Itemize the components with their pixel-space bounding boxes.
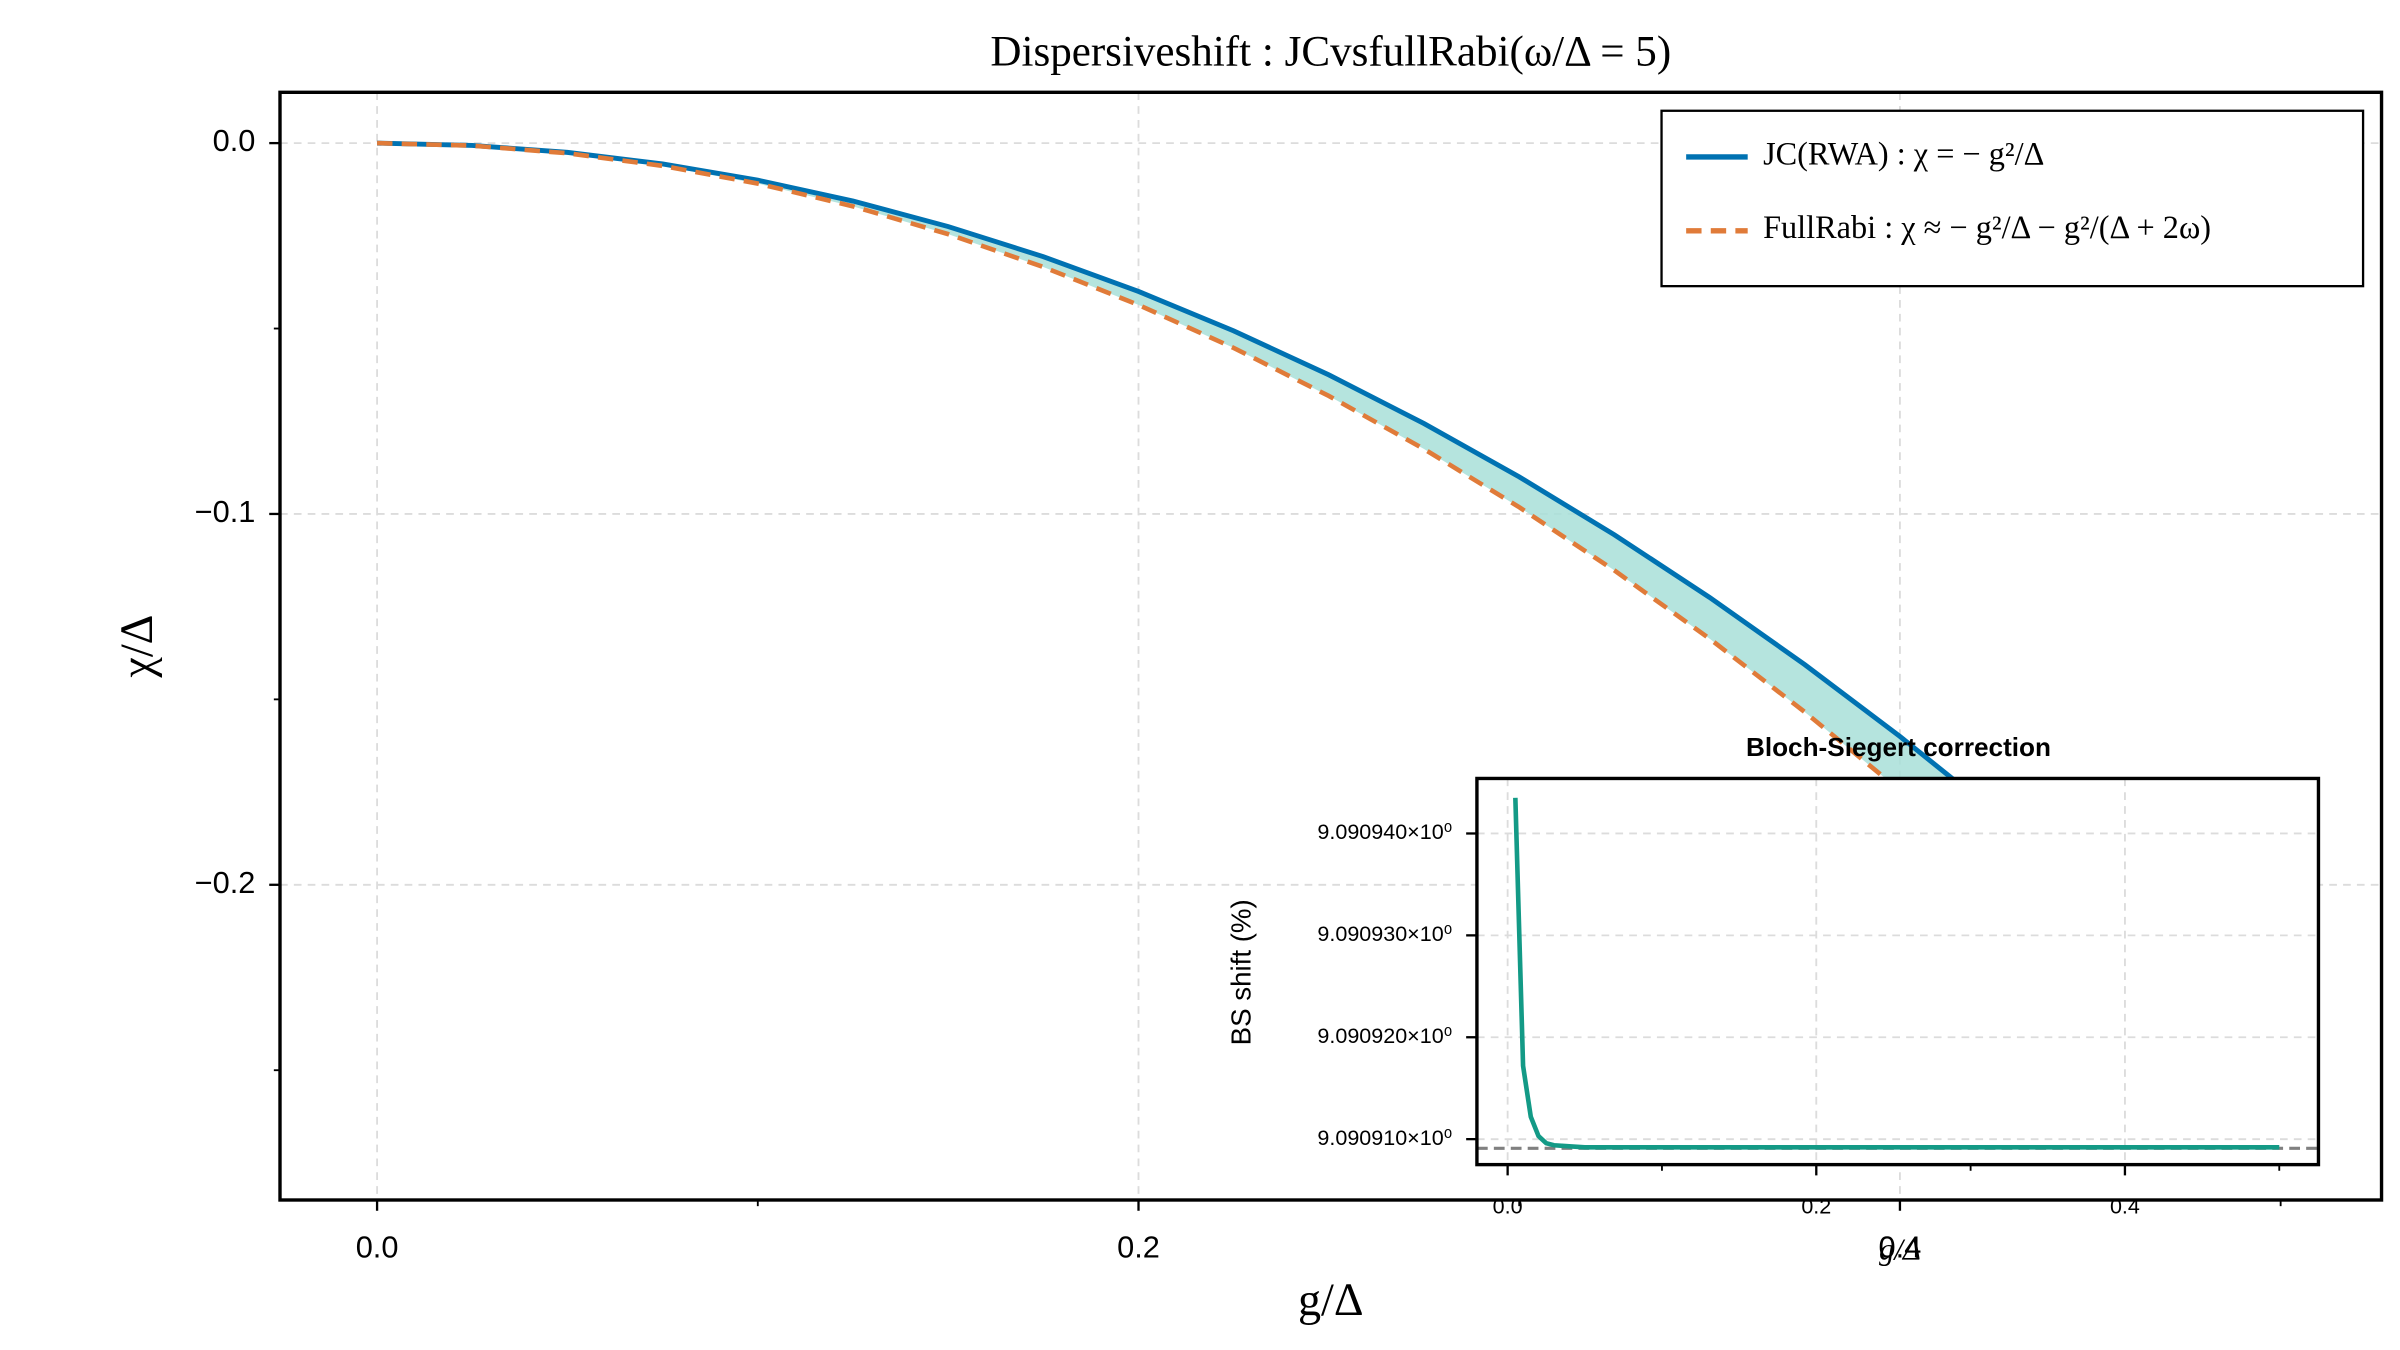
y-axis-label: BS shift (%) [1225,899,1256,1045]
y-tick-label: 9.090920×10⁰ [1317,1024,1452,1048]
y-tick-label: 0.0 [213,123,256,158]
x-tick-label: 0.2 [1117,1229,1160,1264]
y-tick-label: 9.090910×10⁰ [1317,1126,1452,1150]
x-axis-label: g/Δ [1298,1274,1364,1325]
y-tick-label: −0.2 [195,865,256,900]
legend-box [1660,109,2365,288]
y-axis-label: χ/Δ [111,615,162,679]
x-tick-label: 0.4 [1879,1229,1922,1264]
x-tick-label: 0.4 [2110,1194,2140,1218]
legend-label: JC(RWA) : χ = − g²/Δ [1763,135,2044,171]
x-axis-label: g/Δ [1879,1232,1921,1266]
axes-frame [1475,776,2321,1167]
y-tick-label: −0.1 [195,494,256,529]
y-tick-label: 9.090940×10⁰ [1317,820,1452,844]
x-tick-label: 0.2 [1801,1194,1831,1218]
chart-title: Bloch-Siegert correction [1746,732,2051,762]
x-tick-label: 0.0 [356,1229,399,1264]
axes-frame [278,90,2384,1202]
y-tick-label: 9.090930×10⁰ [1317,922,1452,946]
plot-area [1476,778,2319,1165]
x-tick-label: 0.0 [1493,1194,1523,1218]
chart-title: Dispersiveshift : JCvsfullRabi(ω/Δ = 5) [990,28,1671,75]
series-line [1513,797,2280,1150]
legend-label: FullRabi : χ ≈ − g²/Δ − g²/(Δ + 2ω) [1763,209,2211,245]
